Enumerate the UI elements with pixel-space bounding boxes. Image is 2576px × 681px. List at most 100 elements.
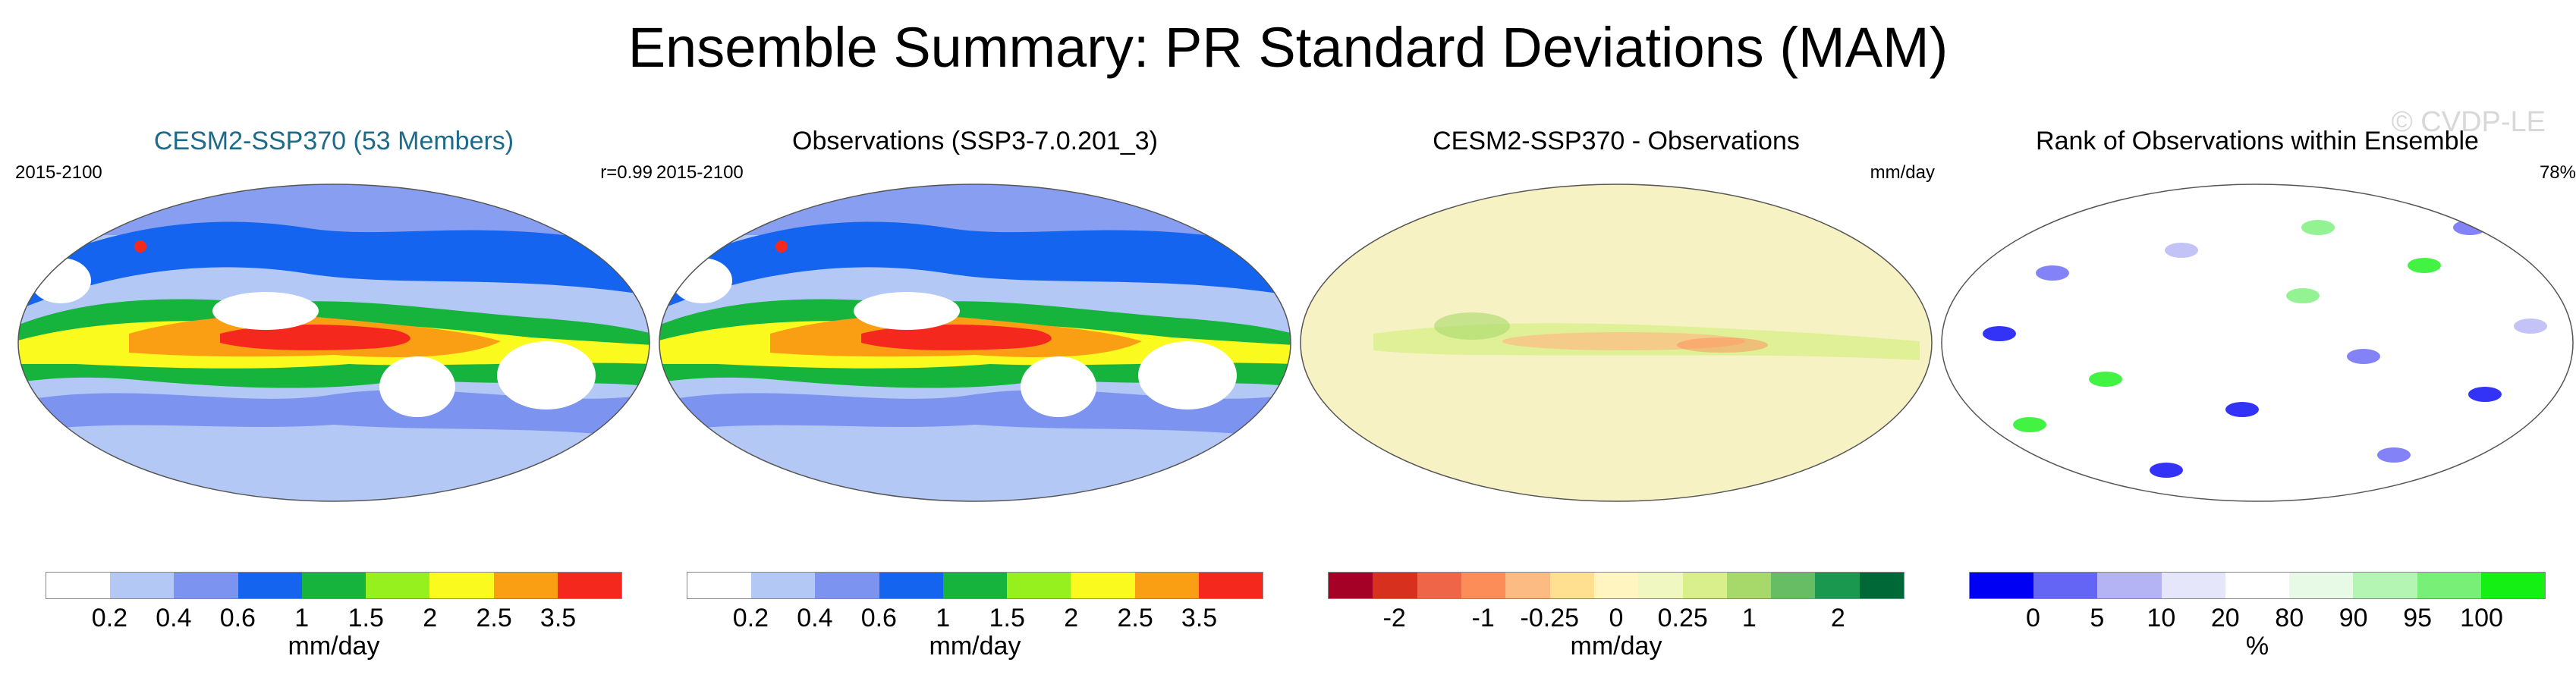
map-panel-2: Observations (SSP3-7.0.201_3) 2015-2100 0.… — [656, 114, 1294, 675]
watermark: © CVDP-LE — [2391, 106, 2546, 138]
colorbar-units: mm/day — [288, 632, 380, 661]
colorbar-swatch — [2161, 573, 2225, 598]
colorbar-tick-label: 20 — [2210, 604, 2240, 632]
colorbar-swatch — [1071, 573, 1135, 598]
colorbar-swatch — [751, 573, 816, 598]
colorbar-swatch — [110, 573, 175, 598]
colorbar-tick-label: -1 — [1471, 604, 1495, 632]
colorbar-units: mm/day — [929, 632, 1021, 661]
colorbar-ticks: 0 5 10 20 80 90 95 100 — [1969, 599, 2546, 632]
colorbar-swatch — [301, 573, 366, 598]
colorbar-tick-label: 0 — [2025, 604, 2040, 632]
colorbar-units: % — [2245, 632, 2269, 661]
colorbar-swatch — [942, 573, 1008, 598]
panel-title: Rank of Observations within Ensemble — [2036, 127, 2479, 155]
colorbar-tick-label: 95 — [2403, 604, 2433, 632]
colorbar-swatch — [429, 573, 494, 598]
colorbar-tick-label: 3.5 — [539, 604, 577, 632]
colorbar-tick-label: 80 — [2275, 604, 2304, 632]
colorbar: 0 5 10 20 80 90 95 100% — [1969, 572, 2546, 670]
colorbar-swatch — [1859, 573, 1904, 598]
colorbar-tick-label: 3.5 — [1181, 604, 1218, 632]
colorbar: -2 -1 -0.25 0 0.25 1 2 mm/day — [1328, 572, 1904, 670]
colorbar-tick-label: 2.5 — [476, 604, 512, 632]
world-map — [17, 184, 650, 502]
panel-title: Observations (SSP3-7.0.201_3) — [792, 127, 1158, 155]
colorbar-swatch — [1373, 573, 1417, 598]
colorbar-swatch — [1134, 573, 1199, 598]
colorbar-tick-label: -2 — [1382, 604, 1406, 632]
colorbar-ticks: 0.2 0.4 0.6 1 1.5 2 2.5 3.5 — [687, 599, 1263, 632]
colorbar-swatch — [46, 573, 111, 598]
colorbar-tick-label: 1.5 — [348, 604, 384, 632]
colorbar-swatch — [879, 573, 943, 598]
colorbar: 0.2 0.4 0.6 1 1.5 2 2.5 3.5 mm/day — [46, 572, 622, 670]
colorbar-swatch — [1007, 573, 1071, 598]
colorbar-tick-label: 0.6 — [860, 604, 897, 632]
colorbar-swatch — [1726, 573, 1772, 598]
colorbar-swatches — [1328, 572, 1904, 599]
colorbar-swatch — [366, 573, 430, 598]
colorbar-swatches — [1969, 572, 2546, 599]
colorbar-tick-label: 0.2 — [732, 604, 769, 632]
colorbar-tick-label: 1 — [936, 604, 951, 632]
colorbar-swatch — [2480, 573, 2545, 598]
panel-stat-label: 78% — [2539, 162, 2576, 183]
colorbar-swatch — [1417, 573, 1461, 598]
world-map — [1300, 184, 1933, 502]
panel-title: CESM2-SSP370 - Observations — [1433, 127, 1800, 155]
colorbar-ticks: 0.2 0.4 0.6 1 1.5 2 2.5 3.5 — [46, 599, 622, 632]
colorbar-swatch — [2225, 573, 2290, 598]
colorbar-units: mm/day — [1570, 632, 1662, 661]
colorbar-swatch — [2033, 573, 2098, 598]
colorbar-tick-label: 90 — [2339, 604, 2368, 632]
colorbar-tick-label: 1 — [1741, 604, 1757, 632]
colorbar-swatches — [687, 572, 1263, 599]
colorbar-swatch — [1198, 573, 1263, 598]
colorbar-swatch — [237, 573, 302, 598]
colorbar-swatches — [46, 572, 622, 599]
colorbar: 0.2 0.4 0.6 1 1.5 2 2.5 3.5 mm/day — [687, 572, 1263, 670]
map-panel-3: CESM2-SSP370 - Observations mm/day -2 -1 -0.… — [1297, 114, 1935, 675]
colorbar-tick-label: -0.25 — [1520, 604, 1580, 632]
colorbar-tick-label: 0.25 — [1657, 604, 1708, 632]
colorbar-swatch — [1771, 573, 1816, 598]
colorbar-swatch — [815, 573, 879, 598]
map-panel-1: CESM2-SSP370 (53 Members) 2015-2100 r=0.99… — [15, 114, 653, 675]
colorbar-swatch — [2097, 573, 2162, 598]
colorbar-swatch — [1505, 573, 1550, 598]
colorbar-tick-label: 0.6 — [219, 604, 256, 632]
colorbar-swatch — [1549, 573, 1594, 598]
colorbar-swatch — [2353, 573, 2417, 598]
colorbar-swatch — [2289, 573, 2354, 598]
colorbar-tick-label: 1.5 — [989, 604, 1025, 632]
colorbar-tick-label: 2 — [423, 604, 438, 632]
colorbar-swatch — [687, 573, 752, 598]
colorbar-ticks: -2 -1 -0.25 0 0.25 1 2 — [1328, 599, 1904, 632]
colorbar-tick-label: 2 — [1064, 604, 1079, 632]
colorbar-swatch — [1815, 573, 1860, 598]
colorbar-swatch — [1329, 573, 1373, 598]
colorbar-tick-label: 5 — [2090, 604, 2105, 632]
colorbar-tick-label: 100 — [2460, 604, 2503, 632]
colorbar-tick-label: 0 — [1609, 604, 1624, 632]
figure-title: Ensemble Summary: PR Standard Deviations… — [627, 16, 1949, 79]
colorbar-tick-label: 0.4 — [797, 604, 833, 632]
colorbar-tick-label: 1 — [294, 604, 310, 632]
colorbar-swatch — [2417, 573, 2481, 598]
colorbar-swatch — [1970, 573, 2034, 598]
colorbar-tick-label: 10 — [2147, 604, 2176, 632]
colorbar-swatch — [1682, 573, 1727, 598]
panel-title: CESM2-SSP370 (53 Members) — [153, 127, 514, 155]
period-label: 2015-2100 — [656, 162, 744, 183]
colorbar-swatch — [1638, 573, 1683, 598]
colorbar-tick-label: 2 — [1830, 604, 1845, 632]
colorbar-swatch — [1461, 573, 1506, 598]
map-panel-4: Rank of Observations within Ensemble 78% 0… — [1939, 114, 2576, 675]
colorbar-swatch — [557, 573, 621, 598]
panel-stat-label: r=0.99 — [600, 162, 653, 183]
colorbar-tick-label: 0.4 — [156, 604, 192, 632]
world-map — [1941, 184, 2574, 502]
period-label: 2015-2100 — [15, 162, 102, 183]
colorbar-tick-label: 0.2 — [91, 604, 128, 632]
